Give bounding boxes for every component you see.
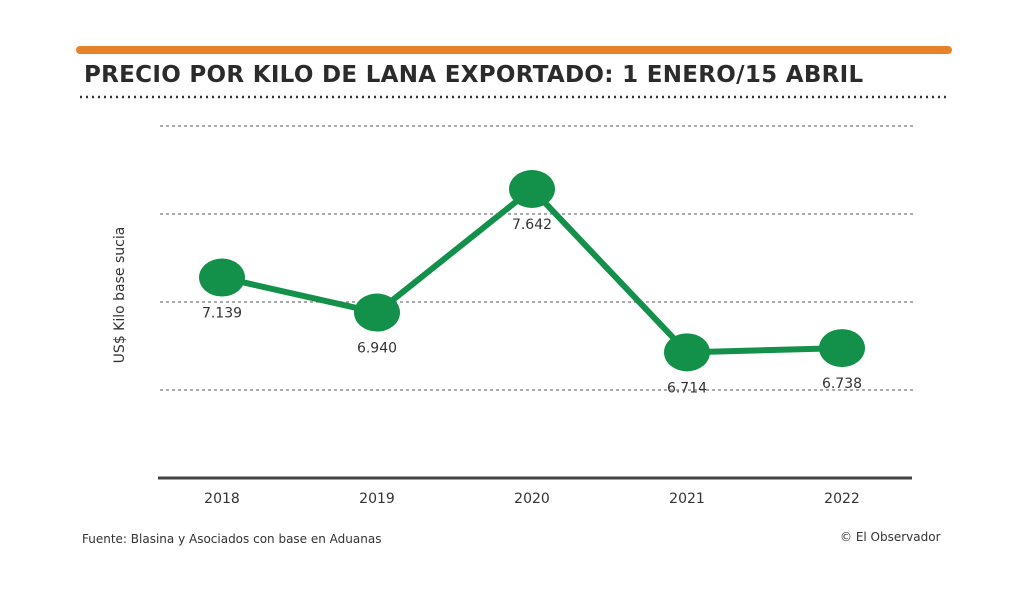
data-label: 6.738 xyxy=(822,376,862,392)
x-tick-label: 2018 xyxy=(204,491,240,507)
x-tick-label: 2021 xyxy=(669,491,705,507)
data-label: 6.940 xyxy=(357,341,397,357)
data-point xyxy=(199,258,245,297)
y-axis-label: US$ Kilo base sucia xyxy=(112,227,128,364)
chart-title: PRECIO POR KILO DE LANA EXPORTADO: 1 ENE… xyxy=(84,62,864,88)
source-note: Fuente: Blasina y Asociados con base en … xyxy=(82,532,382,546)
data-label: 7.139 xyxy=(202,306,242,322)
accent-bar xyxy=(76,46,952,54)
data-point xyxy=(354,293,400,332)
data-label: 7.642 xyxy=(512,217,552,233)
data-label: 6.714 xyxy=(667,380,707,396)
x-tick-label: 2020 xyxy=(514,491,550,507)
data-point xyxy=(509,170,555,209)
x-tick-label: 2019 xyxy=(359,491,395,507)
credit: © El Observador xyxy=(840,530,941,544)
data-point xyxy=(664,333,710,372)
x-tick-label: 2022 xyxy=(824,491,860,507)
data-point xyxy=(819,329,865,368)
